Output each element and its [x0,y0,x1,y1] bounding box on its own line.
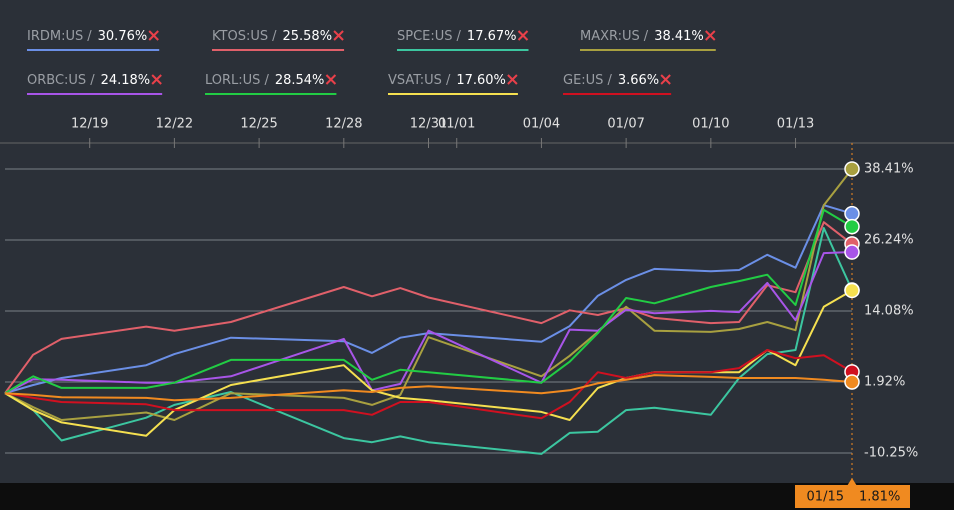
x-tick-label: 12/25 [240,117,277,132]
legend-value: 17.60% [456,73,506,88]
x-tick-label: 12/19 [71,117,108,132]
series-line [4,168,853,421]
remove-icon [325,74,337,85]
legend-separator: / [90,73,95,88]
legend-label: IRDM:US / 30.76% [27,29,147,44]
series-line [4,221,853,394]
legend-remove[interactable] [660,74,671,85]
cursor-box [795,485,910,508]
y-tick-label: -10.25% [864,446,918,461]
end-dot [844,282,860,299]
legend-name: KTOS:US [212,29,268,44]
legend-name: GE:US [563,73,603,88]
legend-separator: / [644,29,649,44]
series-line [4,204,853,395]
remove-icon [517,30,529,41]
end-dot [844,218,860,235]
x-tick-label: 12/28 [325,117,362,132]
end-dot [844,244,860,260]
legend-item: ORBC:US / 24.18% [27,73,163,95]
legend-remove[interactable] [517,30,529,41]
y-tick-label: 38.41% [864,161,914,176]
legend-item: SPCE:US / 17.67% [397,29,529,51]
y-tick-label: 14.08% [864,304,914,319]
legend-item: IRDM:US / 30.76% [27,29,160,51]
x-tick-label: 01/07 [607,117,644,132]
x-tick-label: 01/13 [777,117,814,132]
legend-item: GE:US / 3.66% [563,73,672,95]
legend-name: LORL:US [205,73,260,88]
legend-label: LORL:US / 28.54% [205,73,324,88]
legend-separator: / [446,73,451,88]
remove-icon [507,74,518,85]
x-tick-label: 01/04 [523,117,560,132]
legend-value: 28.54% [275,73,325,88]
legend-item: MAXR:US / 38.41% [580,29,716,51]
legend-label: GE:US / 3.66% [563,73,659,88]
legend-item: KTOS:US / 25.58% [212,29,345,51]
legend-value: 24.18% [101,73,151,88]
legend-remove[interactable] [151,74,162,85]
series-line [4,374,853,402]
legend-label: MAXR:US / 38.41% [580,29,704,44]
remove-icon [148,30,159,41]
x-tick-label: 12/31 [410,117,447,132]
series-line [4,208,853,395]
y-tick-label: 26.24% [864,233,914,248]
legend-label: SPCE:US / 17.67% [397,29,517,44]
legend-remove[interactable] [333,30,344,41]
cursor-pointer [847,478,857,486]
series-line [4,289,853,437]
legend-separator: / [457,29,462,44]
end-dot [844,161,860,177]
legend-label: KTOS:US / 25.58% [212,29,332,44]
legend-name: IRDM:US [27,29,83,44]
legend-name: SPCE:US [397,29,453,44]
y-tick-label: 1.92% [864,374,905,389]
legend-label: VSAT:US / 17.60% [388,73,506,88]
legend-remove[interactable] [705,30,716,41]
end-dot [844,374,860,390]
legend-value: 17.67% [467,29,517,44]
x-tick-label: 01/10 [692,117,729,132]
legend-item: LORL:US / 28.54% [205,73,337,95]
legend-separator: / [607,73,612,88]
legend-label: ORBC:US / 24.18% [27,73,150,88]
cursor-value: 1.81% [859,490,900,505]
legend-remove[interactable] [148,30,159,41]
legend-separator: / [264,73,269,88]
cursor-date: 01/15 [807,490,844,505]
remove-icon [705,30,716,41]
legend-remove[interactable] [325,74,337,85]
remove-icon [333,30,344,41]
legend-separator: / [272,29,277,44]
remove-icon [151,74,162,85]
legend-name: VSAT:US [388,73,442,88]
legend-separator: / [87,29,92,44]
x-tick-label: 01/01 [438,117,475,132]
legend-remove[interactable] [507,74,518,85]
legend-item: VSAT:US / 17.60% [388,73,518,95]
legend-value: 38.41% [654,29,704,44]
legend-value: 30.76% [98,29,148,44]
legend-name: ORBC:US [27,73,86,88]
series-line [4,227,853,455]
remove-icon [660,74,671,85]
series-line [4,349,853,420]
end-dot [844,205,860,222]
legend-value: 25.58% [282,29,332,44]
x-tick-label: 12/22 [156,117,193,132]
legend-name: MAXR:US [580,29,640,44]
legend-value: 3.66% [618,73,659,88]
